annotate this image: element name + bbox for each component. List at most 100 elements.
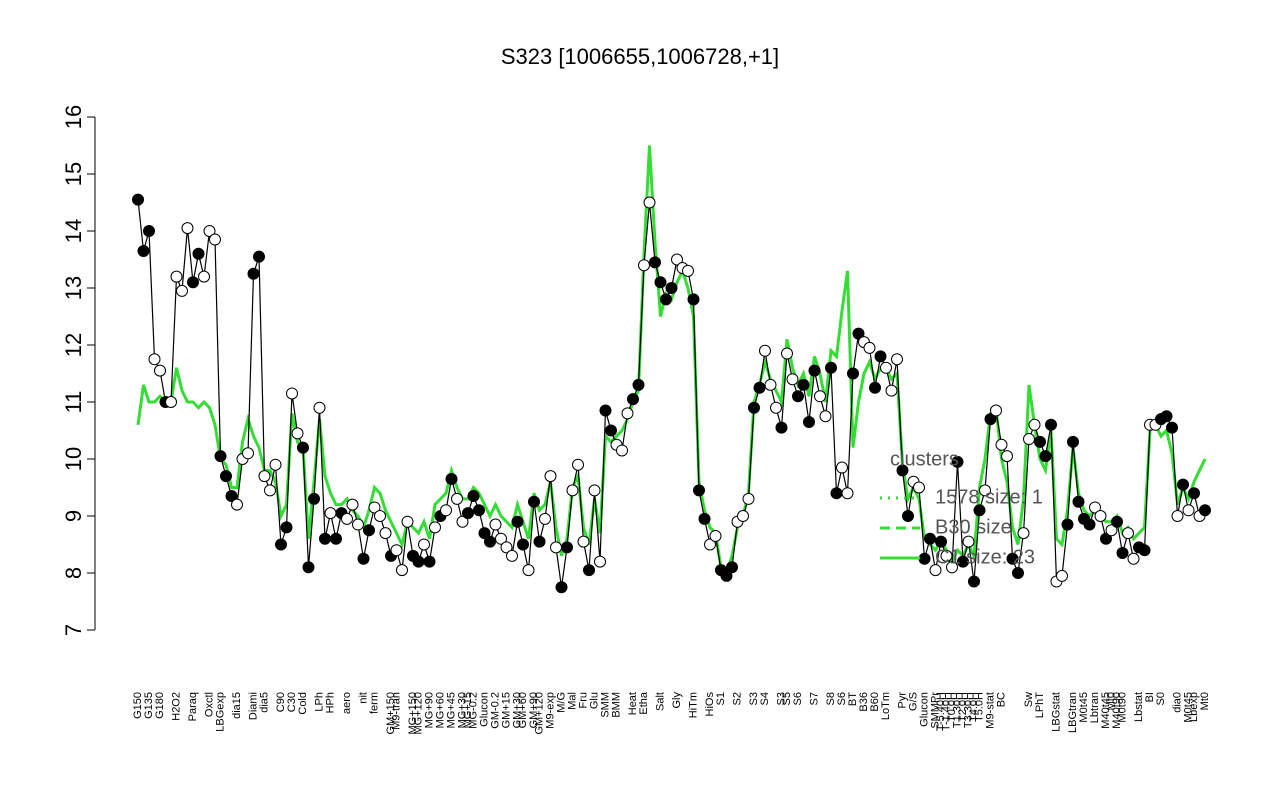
- x-tick-label: GM+30: [511, 692, 523, 728]
- data-point: [247, 267, 260, 280]
- data-point: [704, 538, 716, 551]
- x-tick-label: G150: [132, 692, 144, 719]
- data-point: [1072, 495, 1085, 508]
- data-point: [451, 492, 463, 505]
- data-point: [874, 350, 887, 363]
- x-tick-label: M40t45: [1100, 692, 1112, 729]
- x-tick-label: MG+30: [456, 692, 468, 728]
- data-point: [1171, 510, 1184, 522]
- x-tick-label: S7: [808, 692, 820, 705]
- data-point: [198, 270, 210, 283]
- data-point: [1188, 487, 1200, 500]
- data-point: [863, 341, 876, 354]
- data-point: [181, 222, 194, 235]
- data-point: [1028, 418, 1041, 431]
- x-tick-label: SMMPr: [929, 692, 941, 729]
- data-point: [924, 532, 936, 545]
- data-point: [379, 527, 392, 540]
- x-tick-label: HiTm: [687, 692, 699, 718]
- y-tick-label: 8: [61, 567, 86, 579]
- data-point: [203, 225, 216, 237]
- data-point: [946, 561, 958, 574]
- data-point: [770, 401, 782, 414]
- data-point: [968, 575, 980, 588]
- x-tick-label: C90: [275, 692, 287, 712]
- data-point: [621, 407, 634, 420]
- data-point: [528, 495, 540, 508]
- x-tick-label: Diami: [247, 692, 259, 720]
- data-point: [918, 552, 931, 565]
- data-point: [308, 492, 320, 505]
- data-point: [132, 193, 144, 206]
- x-tick-label: S4: [759, 692, 771, 705]
- x-tick-label: LPh: [313, 692, 325, 712]
- x-tick-label: MG+150: [407, 692, 419, 735]
- data-point: [1089, 501, 1101, 514]
- data-point: [577, 535, 590, 548]
- data-point: [1034, 435, 1046, 448]
- data-point: [231, 498, 243, 511]
- data-point: [891, 353, 903, 366]
- x-tick-label: dia5: [258, 692, 270, 713]
- data-point: [462, 507, 474, 520]
- data-point: [698, 512, 711, 525]
- x-tick-label: LBGstat: [1050, 692, 1062, 732]
- data-point: [390, 544, 403, 557]
- x-tick-label: Fru: [577, 692, 589, 709]
- data-point: [341, 512, 353, 525]
- data-point: [962, 535, 975, 548]
- data-point: [616, 444, 628, 457]
- data-point: [258, 470, 271, 483]
- data-point: [594, 555, 606, 568]
- data-point: [836, 461, 848, 474]
- y-tick-label: 13: [61, 276, 86, 300]
- data-point: [1127, 552, 1140, 565]
- data-point: [852, 327, 865, 340]
- data-point: [748, 401, 760, 414]
- x-tick-label: GM-0.2: [489, 692, 501, 729]
- x-tick-label: M0t45: [1078, 692, 1090, 723]
- data-point: [1105, 524, 1118, 537]
- y-tick-label: 14: [61, 219, 86, 243]
- data-point: [506, 549, 518, 562]
- x-tick-label: MG+120: [412, 692, 424, 735]
- data-point: [357, 552, 370, 565]
- data-point: [291, 427, 304, 440]
- x-tick-label: Gly: [671, 692, 683, 709]
- x-tick-label: S3: [775, 692, 787, 705]
- data-point: [346, 498, 359, 511]
- data-point: [401, 515, 414, 528]
- data-point: [687, 293, 700, 306]
- y-tick-label: 15: [61, 162, 86, 186]
- x-tick-label: LoTm: [880, 692, 892, 720]
- data-point: [830, 487, 843, 500]
- x-tick-label: G180: [154, 692, 166, 719]
- x-tick-label: T5.0H: [973, 692, 985, 722]
- data-point: [742, 492, 755, 505]
- data-point: [654, 276, 667, 289]
- y-tick-label: 10: [61, 447, 86, 471]
- data-point: [1094, 510, 1107, 522]
- data-point: [220, 470, 232, 483]
- data-point: [1166, 421, 1178, 434]
- data-point: [979, 484, 991, 497]
- data-point: [429, 521, 441, 534]
- data-point: [665, 282, 678, 294]
- x-tick-label: M40t90: [1111, 692, 1123, 729]
- data-point: [148, 353, 161, 366]
- legend-entry: C1 size: 23: [935, 546, 1035, 568]
- data-point: [264, 484, 276, 497]
- data-point: [1111, 515, 1123, 528]
- data-point: [995, 438, 1008, 451]
- data-point: [797, 378, 810, 391]
- data-point: [495, 532, 507, 545]
- data-point: [1001, 450, 1013, 463]
- x-tick-label: G135: [143, 692, 155, 719]
- data-point: [764, 378, 777, 391]
- x-tick-label: GM+120: [533, 692, 545, 735]
- data-point: [1177, 478, 1189, 491]
- data-point: [588, 484, 601, 497]
- data-point: [1160, 410, 1173, 423]
- data-point: [368, 501, 381, 514]
- data-point: [418, 538, 430, 551]
